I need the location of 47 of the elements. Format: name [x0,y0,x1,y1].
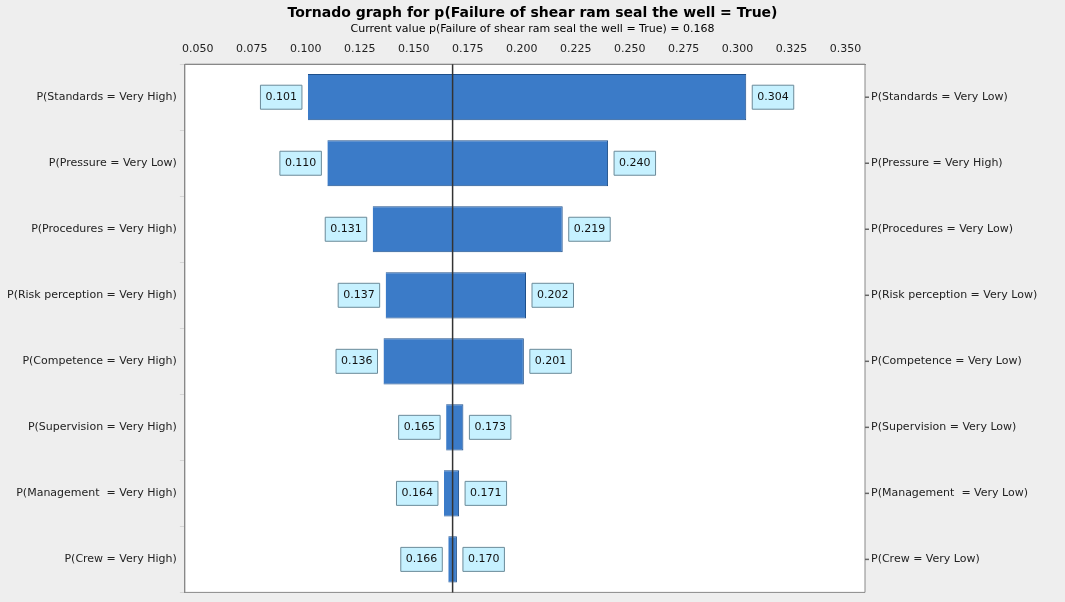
y-tick-label: P(Pressure = Very Low) [48,156,177,170]
text: P(Procedures = Very Low) [871,222,1014,236]
x-tick-label: 0.250 [613,42,646,56]
annotation: 0.110 [284,156,317,170]
x-tick-label: 0.100 [290,42,322,56]
x-tick-label: 0.325 [775,42,808,56]
annotation: 0.173 [474,420,506,434]
annotation: 0.219 [573,222,606,236]
annotation: 0.201 [534,354,567,368]
y-tick-label: P(Management = Very High) [16,486,177,500]
text: P(Competence = Very Low) [871,354,1022,368]
text: P(Risk perception = Very Low) [871,288,1038,302]
y-tick-label: P(Procedures = Very High) [31,222,177,236]
x-tick-label: 0.350 [829,42,862,56]
x-tick-label: 0.225 [559,42,592,56]
annotation: 0.101 [265,90,297,104]
annotation: 0.166 [405,552,438,566]
annotation: 0.170 [467,552,500,566]
x-tick-label: 0.050 [182,42,214,56]
x-tick-label: 0.175 [451,42,484,56]
annotation: 0.240 [619,156,651,170]
y-tick-label: P(Standards = Very High) [36,90,177,104]
x-tick-label: 0.150 [397,42,430,56]
y-tick-label: P(Supervision = Very High) [27,420,177,434]
text: P(Standards = Very Low) [871,90,1008,104]
annotation: 0.304 [757,90,789,104]
chart-title: Tornado graph for p(Failure of shear ram seal the well = True) [286,3,779,20]
y-tick-label: P(Risk perception = Very High) [7,288,177,302]
annotation: 0.165 [403,420,436,434]
annotation: 0.171 [470,486,502,500]
text: P(Supervision = Very Low) [871,420,1017,434]
chart-subtitle: Current value p(Failure of shear ram seal the well = True) = 0.168 [349,21,716,35]
annotation: 0.136 [341,354,373,368]
x-tick-label: 0.275 [667,42,700,56]
x-tick-label: 0.075 [236,42,268,56]
y-tick-label: P(Competence = Very High) [22,354,177,368]
annotation: 0.202 [537,288,569,302]
annotation: 0.164 [401,486,433,500]
x-tick-label: 0.200 [505,42,538,56]
text: P(Crew = Very Low) [871,552,980,566]
y-tick-label: P(Crew = Very High) [64,552,177,566]
annotation: 0.131 [330,222,362,236]
x-tick-label: 0.125 [344,42,376,56]
text: P(Pressure = Very High) [871,156,1003,170]
text: P(Management = Very Low) [871,486,1029,500]
annotation: 0.137 [343,288,375,302]
x-tick-label: 0.300 [721,42,754,56]
